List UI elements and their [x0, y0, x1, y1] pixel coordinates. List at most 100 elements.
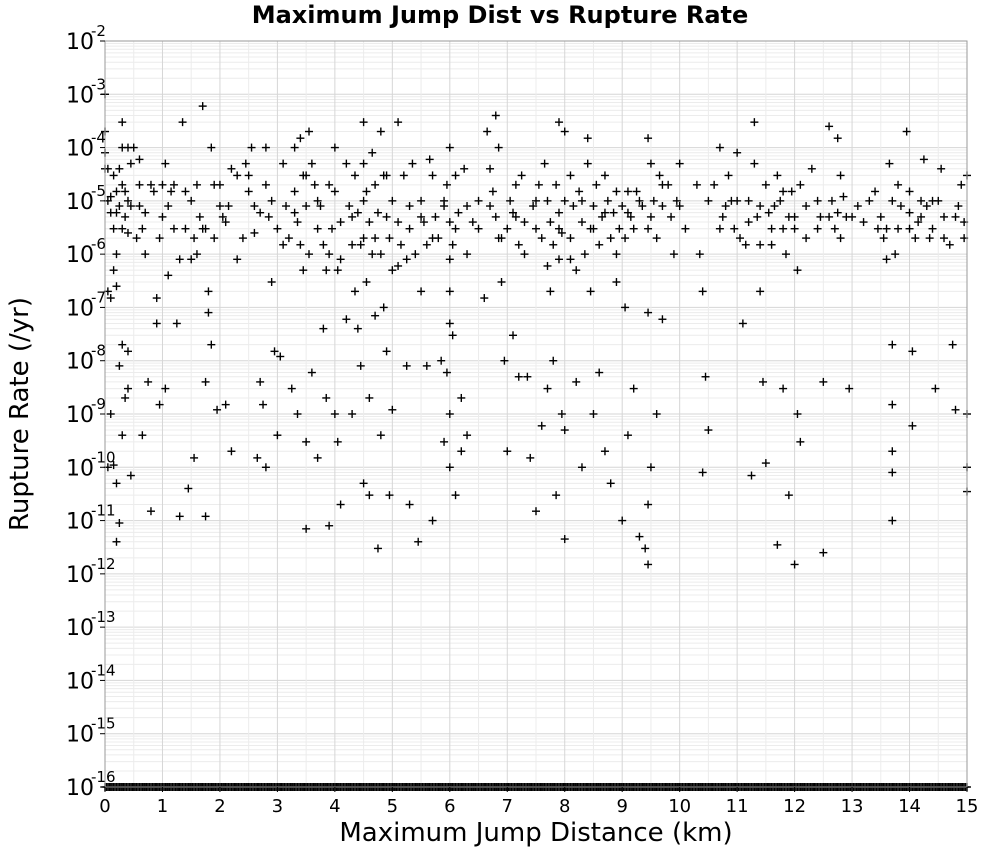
data-point — [293, 410, 302, 418]
data-point — [554, 255, 563, 264]
data-point — [606, 479, 615, 488]
data-point — [557, 228, 566, 237]
data-point — [589, 202, 598, 211]
y-tick-exponent: -6 — [91, 235, 106, 253]
data-point — [833, 134, 842, 143]
data-point — [543, 196, 552, 205]
data-point — [399, 171, 408, 180]
data-point — [592, 180, 601, 189]
data-point — [497, 278, 506, 287]
data-point — [543, 384, 552, 393]
data-point — [813, 196, 822, 205]
data-point — [776, 196, 785, 205]
data-point — [362, 187, 371, 196]
data-point — [445, 410, 454, 418]
x-tick-label: 6 — [444, 796, 455, 817]
data-point — [534, 180, 543, 189]
data-point — [106, 410, 115, 418]
data-point — [827, 196, 836, 205]
data-point — [181, 187, 190, 196]
data-point — [359, 234, 368, 243]
x-tick-label: 15 — [956, 796, 979, 817]
y-tick-exponent: -2 — [91, 22, 106, 40]
data-point — [394, 218, 403, 227]
data-point — [577, 196, 586, 205]
data-point — [940, 234, 949, 243]
data-point — [112, 479, 121, 488]
data-point — [537, 421, 546, 430]
data-point — [781, 250, 790, 259]
data-point — [109, 461, 118, 470]
data-point — [532, 224, 540, 233]
data-point — [511, 212, 520, 221]
data-point — [537, 234, 546, 243]
data-point — [882, 255, 891, 264]
data-point — [830, 224, 839, 233]
data-point — [353, 324, 362, 333]
data-point — [181, 224, 190, 233]
data-point — [408, 159, 417, 168]
data-point — [362, 278, 371, 287]
data-point — [675, 159, 684, 168]
data-point — [451, 224, 460, 233]
data-point — [192, 180, 201, 189]
y-tick-label: 10 — [66, 190, 94, 215]
y-tick-label: 10 — [66, 776, 94, 801]
data-point — [336, 500, 345, 509]
data-point — [658, 202, 667, 211]
data-point — [348, 212, 357, 221]
data-point — [554, 208, 563, 217]
y-tick-exponent: -13 — [91, 608, 116, 626]
data-point — [345, 202, 354, 211]
data-point — [158, 180, 167, 189]
data-point — [733, 196, 742, 205]
data-point — [615, 224, 624, 233]
data-point — [871, 187, 880, 196]
data-point — [376, 250, 385, 259]
y-tick-exponent: -8 — [91, 342, 106, 360]
data-point — [144, 377, 153, 386]
data-point — [580, 250, 589, 259]
grid — [104, 40, 968, 788]
x-tick-label: 8 — [559, 796, 570, 817]
data-point — [342, 315, 351, 324]
data-point — [566, 255, 575, 264]
data-point — [307, 368, 316, 377]
data-point — [261, 180, 270, 189]
data-point — [767, 240, 776, 249]
data-point — [833, 208, 842, 217]
data-point — [204, 308, 213, 317]
x-tick-label: 14 — [898, 796, 921, 817]
data-point — [646, 212, 655, 221]
data-point — [123, 347, 132, 356]
data-point — [112, 537, 121, 546]
data-point — [135, 180, 144, 189]
data-point — [215, 202, 224, 211]
data-point — [273, 224, 282, 233]
data-point — [158, 212, 167, 221]
data-point — [201, 512, 210, 521]
data-point — [141, 250, 150, 259]
data-point — [155, 400, 164, 409]
data-point — [382, 212, 391, 221]
data-point — [621, 303, 630, 312]
y-tick-label: 10 — [66, 350, 94, 375]
data-point — [417, 212, 426, 221]
data-point — [198, 224, 207, 233]
data-point — [566, 171, 575, 180]
data-point — [532, 196, 540, 205]
data-point — [238, 234, 247, 243]
data-point — [221, 218, 230, 227]
data-point — [888, 516, 897, 525]
data-point — [261, 143, 270, 152]
data-point — [247, 143, 256, 152]
data-point — [825, 122, 834, 131]
data-point — [259, 400, 268, 409]
data-point — [623, 208, 632, 217]
data-point — [302, 171, 311, 180]
data-point — [146, 507, 155, 516]
data-point — [379, 303, 388, 312]
data-point — [138, 431, 147, 440]
data-point — [644, 560, 653, 569]
data-point — [635, 532, 644, 541]
